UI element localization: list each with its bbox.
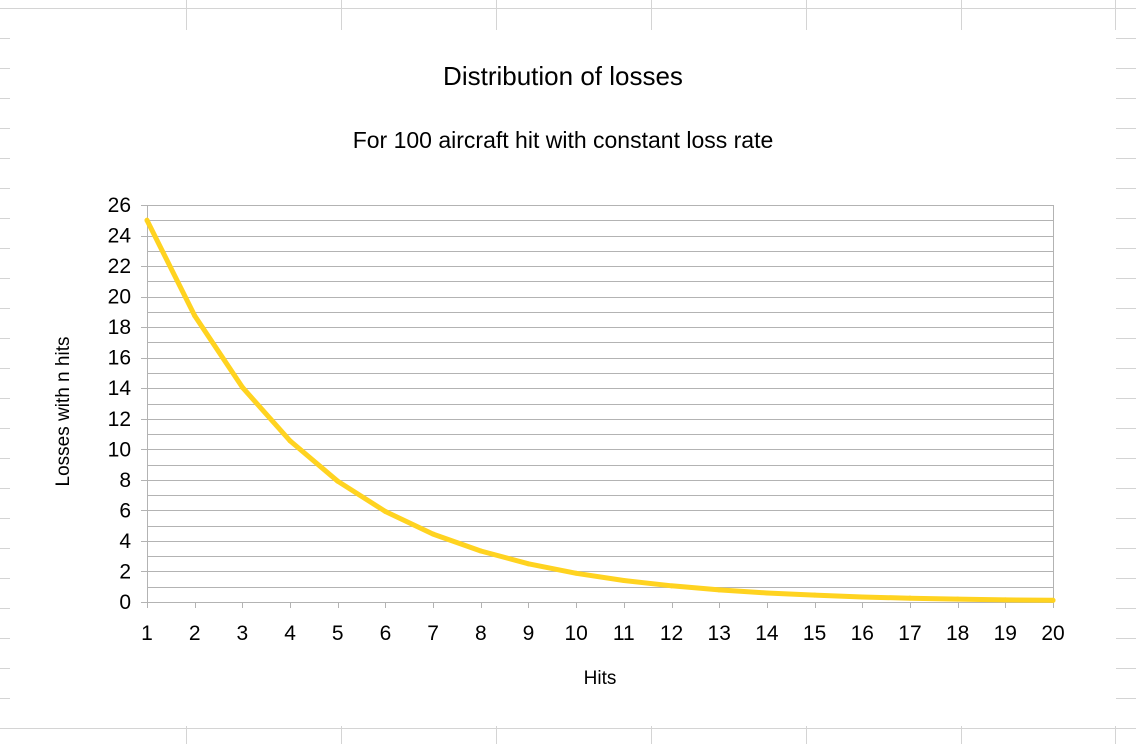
data-point [1050,597,1056,603]
data-point [525,561,531,567]
data-point [621,577,627,583]
data-point [478,548,484,554]
data-point [716,587,722,593]
data-point [144,217,150,223]
y-tick-label: 22 [108,255,131,278]
data-point [955,596,961,602]
y-tick-label: 16 [108,347,131,370]
data-point [287,438,293,444]
data-point [1002,597,1008,603]
x-tick-label: 15 [803,622,826,645]
data-point [859,594,865,600]
data-point [239,384,245,390]
data-point [335,478,341,484]
x-tick-label: 17 [898,622,921,645]
x-tick-label: 1 [141,622,153,645]
y-axis-title: Losses with n hits [53,337,74,487]
y-tick-label: 26 [108,194,131,217]
x-tick-label: 4 [284,622,296,645]
data-point [812,592,818,598]
x-tick-label: 19 [994,622,1017,645]
data-point [573,570,579,576]
x-tick-label: 7 [427,622,439,645]
x-tick-label: 11 [613,622,635,645]
x-tick-label: 6 [380,622,392,645]
y-tick-label: 14 [108,377,132,400]
x-tick-label: 9 [523,622,535,645]
chart-area[interactable]: Distribution of losses For 100 aircraft … [10,30,1116,726]
x-tick-label: 20 [1041,622,1064,645]
chart-title: Distribution of losses [443,61,683,91]
data-point [907,595,913,601]
x-tick-label: 5 [332,622,344,645]
data-point [192,313,198,319]
x-tick-label: 12 [660,622,683,645]
y-tick-label: 20 [108,286,131,309]
x-tick-label: 10 [564,622,587,645]
x-tick-label: 16 [851,622,874,645]
x-tick-label: 18 [946,622,969,645]
axes [141,205,1054,608]
y-tick-label: 2 [119,560,131,583]
x-tick-label: 8 [475,622,487,645]
x-axis-title: Hits [584,668,617,689]
y-tick-label: 4 [119,530,131,553]
y-tick-label: 24 [108,225,132,248]
gridlines [147,205,1054,603]
y-tick-label: 0 [119,591,131,614]
y-tick-label: 6 [119,499,131,522]
data-point [382,508,388,514]
data-point [430,531,436,537]
y-tick-label: 10 [108,438,131,461]
data-point [669,583,675,589]
series-layer [144,217,1056,603]
series-line [144,217,1056,603]
x-tick-label: 2 [189,622,201,645]
x-tick-label: 13 [708,622,731,645]
x-tick-label: 14 [755,622,779,645]
chart-subtitle: For 100 aircraft hit with constant loss … [352,127,774,153]
x-tick-label: 3 [237,622,249,645]
y-tick-label: 18 [108,316,131,339]
y-tick-label: 12 [108,408,131,431]
y-tick-label: 8 [119,469,131,492]
data-point [764,590,770,596]
